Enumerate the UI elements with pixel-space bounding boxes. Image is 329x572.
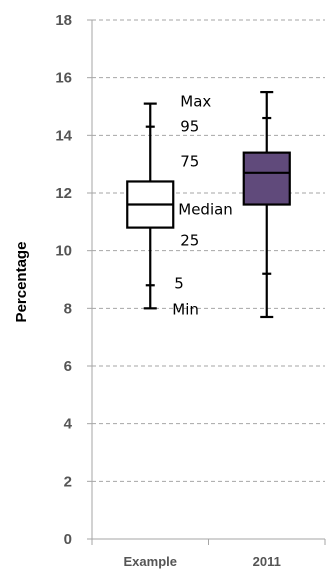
- category-label-2011: 2011: [253, 554, 281, 569]
- box-2011: [242, 90, 291, 319]
- y-tick-label-6: 6: [64, 358, 72, 375]
- box-example: [126, 102, 175, 310]
- y-tick-label-18: 18: [55, 12, 72, 29]
- annotation-min: Min: [172, 300, 199, 318]
- iqr-box: [242, 151, 291, 206]
- annotation-max: Max: [180, 93, 211, 111]
- gridlines: [92, 19, 325, 482]
- y-tick-label-16: 16: [55, 70, 72, 87]
- y-tick-label-8: 8: [64, 300, 72, 317]
- category-labels: Example 2011: [124, 554, 281, 569]
- annotation-p25: 25: [180, 232, 199, 250]
- annotation-p5: 5: [174, 274, 184, 292]
- y-tick-label-14: 14: [55, 127, 72, 144]
- annotation-p95: 95: [180, 118, 199, 136]
- y-tick-label-12: 12: [55, 185, 72, 202]
- category-label-example: Example: [124, 554, 177, 569]
- example-annotations: Max 95 75 Median 25 5 Min: [172, 93, 233, 319]
- axes: [87, 19, 326, 545]
- y-tick-label-2: 2: [64, 473, 72, 490]
- boxes: [126, 90, 291, 319]
- y-tick-label-10: 10: [55, 243, 72, 260]
- annotation-p75: 75: [180, 152, 199, 170]
- y-axis-title: Percentage: [13, 242, 30, 323]
- y-tick-label-4: 4: [64, 416, 73, 433]
- y-tick-labels: 0 2 4 6 8 10 12 14 16 18: [55, 12, 72, 548]
- annotation-median: Median: [178, 201, 233, 219]
- y-tick-label-0: 0: [64, 531, 72, 548]
